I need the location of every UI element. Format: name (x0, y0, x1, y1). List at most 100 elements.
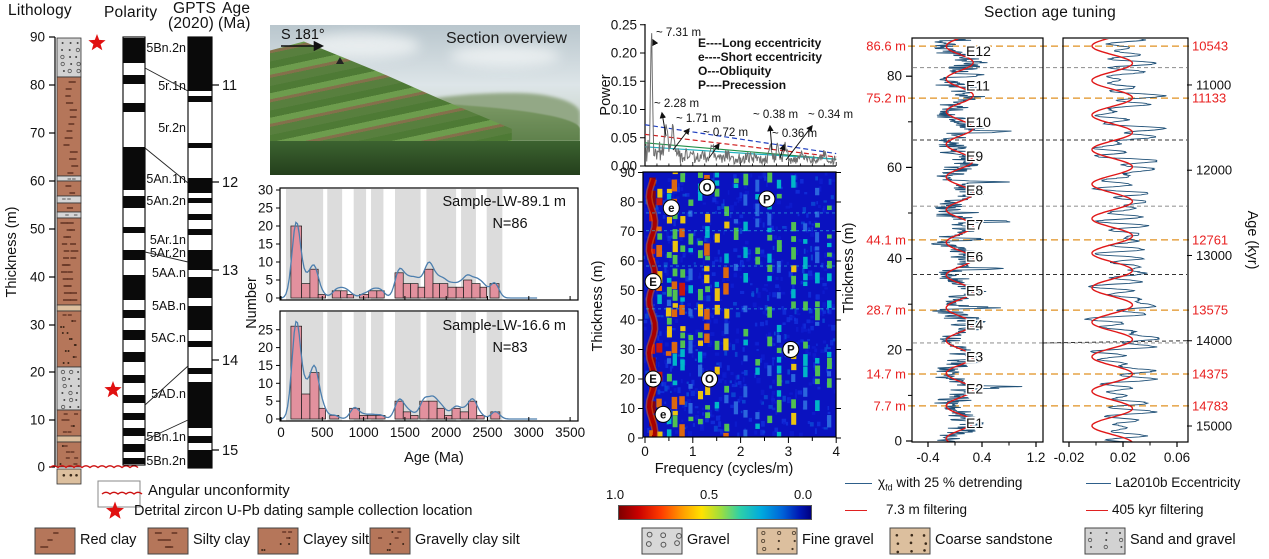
spectral-ridge (755, 423, 760, 429)
spectral-ridge (767, 213, 772, 226)
noise-speckle (727, 190, 730, 195)
noise-speckle (771, 390, 776, 395)
noise-speckle (813, 365, 816, 371)
tuning-y-tick-label: 60 (887, 160, 902, 175)
cycle-legend-line: e----Short eccentricity (698, 50, 822, 64)
noise-speckle (772, 245, 775, 250)
noise-speckle (787, 369, 790, 375)
dot-mark (77, 385, 80, 387)
cyan-dotted-row (748, 212, 751, 214)
histogram-bar (309, 372, 320, 420)
dot-mark (924, 542, 928, 545)
eccentricity-cycle-label: E1 (966, 415, 983, 431)
dot-mark (66, 332, 69, 334)
hm-y-tick-label: 0 (627, 431, 635, 446)
noise-speckle (760, 249, 765, 255)
noise-speckle (832, 253, 836, 260)
power-y-tick-label: 0.05 (611, 130, 637, 145)
spectral-ridge (767, 172, 773, 183)
circle-mark (676, 533, 682, 539)
noise-speckle (810, 245, 813, 252)
spectral-ridge (666, 193, 672, 200)
noise-speckle (778, 236, 781, 239)
cycle-marker-circle (644, 370, 662, 388)
noise-speckle (690, 338, 695, 343)
noise-speckle (789, 202, 793, 208)
noise-speckle (645, 313, 649, 319)
noise-speckle (733, 201, 737, 206)
dot-mark (279, 543, 282, 545)
polarity-normal-chron (123, 413, 145, 420)
wavy-unconformity-line (101, 491, 143, 495)
noise-speckle (701, 268, 706, 271)
noise-speckle (695, 415, 700, 420)
cyan-dotted-row (712, 230, 715, 232)
sample-label: Sample-LW-89.1 m (442, 194, 566, 210)
photo-title: Section overview (446, 30, 567, 47)
noise-speckle (789, 272, 793, 276)
cyan-dotted-row (796, 308, 799, 310)
noise-speckle (730, 404, 734, 408)
cyan-dotted-row (814, 230, 817, 232)
circle-mark (791, 530, 796, 536)
cyan-dotted-row (688, 308, 691, 310)
cycle-marker-letter: P (763, 194, 771, 206)
noise-speckle (827, 309, 832, 315)
spectral-ridge (733, 183, 739, 189)
noise-speckle (665, 269, 669, 276)
spectral-ridge (705, 256, 711, 261)
noise-speckle (661, 431, 666, 437)
noise-speckle (661, 191, 665, 195)
noise-speckle (706, 295, 711, 302)
spectral-ridge (724, 385, 730, 393)
noise-speckle (677, 183, 680, 189)
cyan-dotted-row (754, 308, 757, 310)
histogram-bar (309, 268, 319, 299)
dot-mark (67, 362, 70, 364)
circle-mark (777, 530, 782, 536)
hm-y-tick-label: 90 (620, 165, 635, 180)
noise-speckle (775, 284, 780, 289)
eccentricity-cycle-label: E10 (966, 114, 991, 130)
noise-speckle (744, 240, 749, 245)
chron-label: 5AA.n (152, 266, 186, 280)
polarity-normal-chron (123, 352, 145, 362)
spectral-ridge (755, 367, 760, 375)
polarity-normal-chron (123, 458, 145, 464)
spectral-ridge (767, 275, 772, 282)
noise-speckle (719, 429, 724, 435)
noise-speckle (677, 354, 681, 357)
histogram-bar (432, 283, 440, 299)
noise-speckle (675, 408, 678, 414)
noise-speckle (702, 315, 705, 322)
cyan-dotted-row (664, 308, 667, 310)
spectral-ridge (815, 378, 820, 385)
spectral-ridge (827, 371, 832, 377)
noise-speckle (795, 189, 800, 194)
cyan-dotted-row (778, 265, 781, 267)
noise-speckle (733, 274, 738, 278)
noise-speckle (698, 237, 702, 243)
spectral-ridge (724, 253, 729, 264)
x-tick-label: 2000 (431, 425, 461, 440)
spectral-ridge (767, 253, 772, 263)
spectral-ridge (791, 222, 797, 232)
spectral-ridge (743, 194, 748, 206)
colorbar-label: 0.0 (794, 487, 813, 502)
cyan-dotted-row (760, 308, 763, 310)
noise-speckle (683, 285, 688, 291)
la2010b-eccentricity-series (1084, 39, 1168, 442)
peak-annotation: ~ 1.71 m (676, 113, 721, 125)
noise-speckle (723, 230, 725, 235)
ecc-series-legend: La2010b Eccentricity (1115, 475, 1241, 490)
noise-speckle (709, 289, 712, 293)
noise-speckle (771, 395, 774, 401)
spectral-ridge (755, 203, 760, 217)
cyan-dotted-row (790, 265, 793, 267)
spectral-ridge (743, 247, 748, 259)
unconformity-legend-label: Angular unconformity (148, 482, 290, 499)
dot-mark (1119, 532, 1122, 534)
circle-mark (1103, 544, 1108, 550)
age-marker-label: 13575 (1192, 303, 1228, 318)
dot-mark (60, 326, 63, 328)
